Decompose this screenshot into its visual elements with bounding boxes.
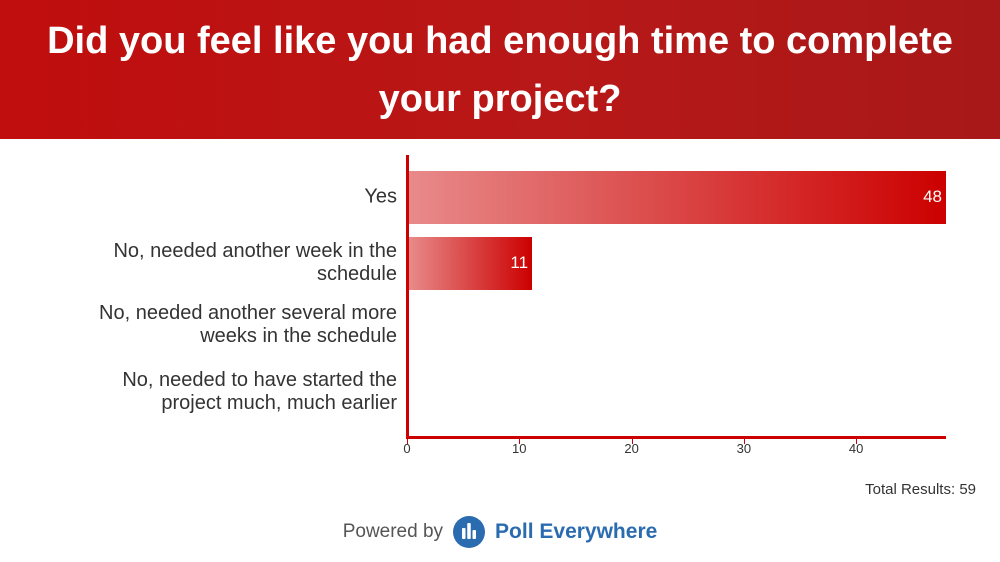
x-tick-label: 0: [403, 441, 411, 456]
page-title: Did you feel like you had enough time to…: [47, 19, 953, 120]
x-tick-mark: [743, 439, 745, 444]
x-tick-label: 40: [848, 441, 864, 456]
category-label: No, needed another several more weeks in…: [99, 302, 397, 347]
category-label: No, needed another week in the schedule: [113, 240, 397, 285]
total-results: Total Results: 59: [865, 481, 976, 498]
x-tick-label: 30: [736, 441, 752, 456]
bar-chart: Yes 48 No, needed another week in the sche…: [0, 139, 1000, 479]
x-tick-label: 20: [624, 441, 639, 456]
bar-value-label: 11: [510, 253, 529, 272]
x-tick-mark: [519, 439, 521, 444]
brand-name: Poll Everywhere: [495, 520, 658, 543]
footer: Powered by Poll Everywhere: [0, 512, 1000, 552]
bar: 48: [409, 170, 946, 224]
powered-by-label: Powered by: [342, 521, 444, 542]
poll-everywhere-logo-icon: [453, 516, 486, 548]
x-axis-line: [406, 436, 946, 439]
x-tick-label: 10: [512, 441, 527, 456]
x-tick-mark: [856, 439, 858, 444]
y-axis-line: [406, 155, 409, 438]
bar: 11: [409, 236, 533, 290]
category-label: Yes: [364, 185, 397, 208]
header-banner: Did you feel like you had enough time to…: [0, 0, 1000, 139]
x-tick-mark: [631, 439, 633, 444]
category-label: No, needed to have started the project m…: [122, 369, 397, 414]
bar-value-label: 48: [923, 187, 942, 206]
x-tick-mark: [407, 439, 408, 444]
